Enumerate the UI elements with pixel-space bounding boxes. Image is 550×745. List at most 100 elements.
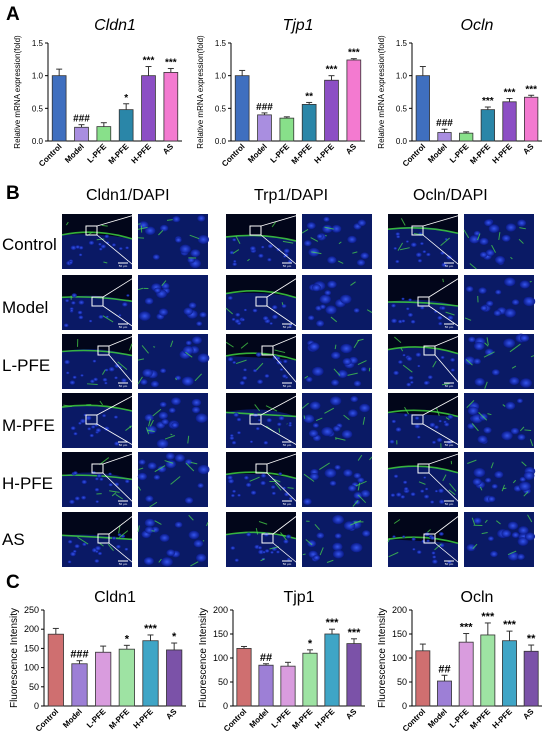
nucleus (81, 479, 87, 485)
if-zoom-tile (302, 512, 372, 567)
significance-label: *** (326, 65, 338, 76)
nucleus (403, 413, 408, 417)
scale-bar-label: 50 μm (283, 443, 292, 447)
nucleus (236, 417, 242, 422)
nucleus (484, 477, 492, 483)
membrane-signal (523, 491, 529, 497)
nucleus (327, 256, 337, 264)
nucleus (243, 475, 249, 480)
nucleus (509, 376, 520, 386)
membrane-signal (530, 355, 535, 358)
nucleus (423, 476, 427, 479)
nucleus (329, 480, 337, 486)
nucleus (91, 425, 96, 429)
nucleus (229, 436, 235, 440)
nucleus (158, 308, 169, 316)
nucleus (154, 287, 162, 294)
zoom-connector (422, 423, 465, 449)
nucleus (313, 554, 321, 561)
membrane-signal (260, 558, 265, 562)
nucleus (183, 307, 194, 316)
nucleus (469, 235, 480, 244)
nucleus (184, 497, 194, 504)
chart-title: Cldn1 (94, 589, 136, 606)
nucleus (319, 304, 326, 310)
membrane-signal (315, 417, 323, 422)
nucleus (233, 260, 237, 263)
nucleus (431, 551, 436, 555)
membrane-signal (521, 461, 527, 467)
nucleus (403, 480, 408, 484)
nucleus (78, 300, 85, 305)
zoom-region-box (261, 345, 274, 356)
if-overview-tile: 50 μm (61, 334, 133, 389)
membrane-signal (158, 230, 164, 236)
nucleus (262, 316, 269, 321)
nucleus (114, 363, 120, 368)
nucleus (474, 377, 485, 386)
nucleus (121, 378, 127, 383)
y-tick-label: 0 (34, 701, 39, 711)
nucleus (491, 483, 498, 489)
membrane-signal (388, 551, 399, 558)
if-overview-tile: 50 μm (61, 214, 133, 269)
membrane-signal (256, 362, 264, 371)
nucleus (348, 484, 357, 492)
nucleus (362, 530, 371, 537)
nucleus (137, 472, 148, 481)
if-zoom-tile (137, 275, 208, 330)
nucleus (118, 247, 123, 251)
nucleus (231, 317, 236, 321)
membrane-signal (404, 406, 410, 415)
nucleus (350, 395, 359, 403)
nucleus (249, 246, 256, 251)
membrane-signal (434, 543, 442, 551)
membrane-signal (310, 237, 319, 242)
membrane-signal (484, 381, 488, 389)
membrane-signal (503, 487, 507, 490)
nucleus (438, 419, 442, 423)
tissue-layer (388, 347, 458, 389)
nucleus (97, 551, 103, 556)
if-zoom-tile (137, 512, 209, 567)
nucleus (473, 517, 482, 525)
nucleus (416, 550, 422, 555)
tissue-layer (226, 473, 296, 507)
nucleus (237, 431, 241, 435)
nucleus (440, 306, 446, 311)
membrane-signal (418, 481, 426, 485)
membrane-signal (501, 484, 506, 492)
nucleus (423, 494, 430, 499)
nucleus (410, 380, 414, 384)
nucleus (316, 532, 325, 539)
nucleus (323, 216, 330, 222)
nucleus (102, 414, 107, 418)
zoom-region-box (85, 414, 98, 425)
nucleus (191, 398, 202, 407)
nucleus (87, 427, 92, 431)
nucleus (491, 369, 500, 376)
nucleus (324, 468, 337, 478)
row-label-control: Control (2, 235, 57, 254)
membrane-signal (137, 358, 145, 361)
zoom-region-box (423, 533, 436, 544)
nucleus (406, 356, 413, 361)
membrane-signal (301, 402, 309, 409)
nucleus (501, 431, 513, 441)
membrane-signal (402, 364, 413, 373)
membrane-signal (128, 343, 133, 351)
nucleus (80, 374, 84, 377)
nucleus (150, 380, 159, 388)
membrane-signal (302, 553, 306, 556)
y-tick-label: 0.5 (396, 104, 408, 113)
nucleus (437, 315, 443, 320)
x-tick-label: Control (401, 707, 427, 733)
nucleus (124, 479, 130, 484)
nucleus (235, 312, 241, 317)
if-zoom-tile (463, 214, 534, 270)
nucleus (156, 438, 169, 449)
nucleus (288, 497, 293, 501)
nucleus (518, 481, 531, 492)
membrane-signal (278, 428, 281, 433)
nucleus (99, 477, 104, 481)
